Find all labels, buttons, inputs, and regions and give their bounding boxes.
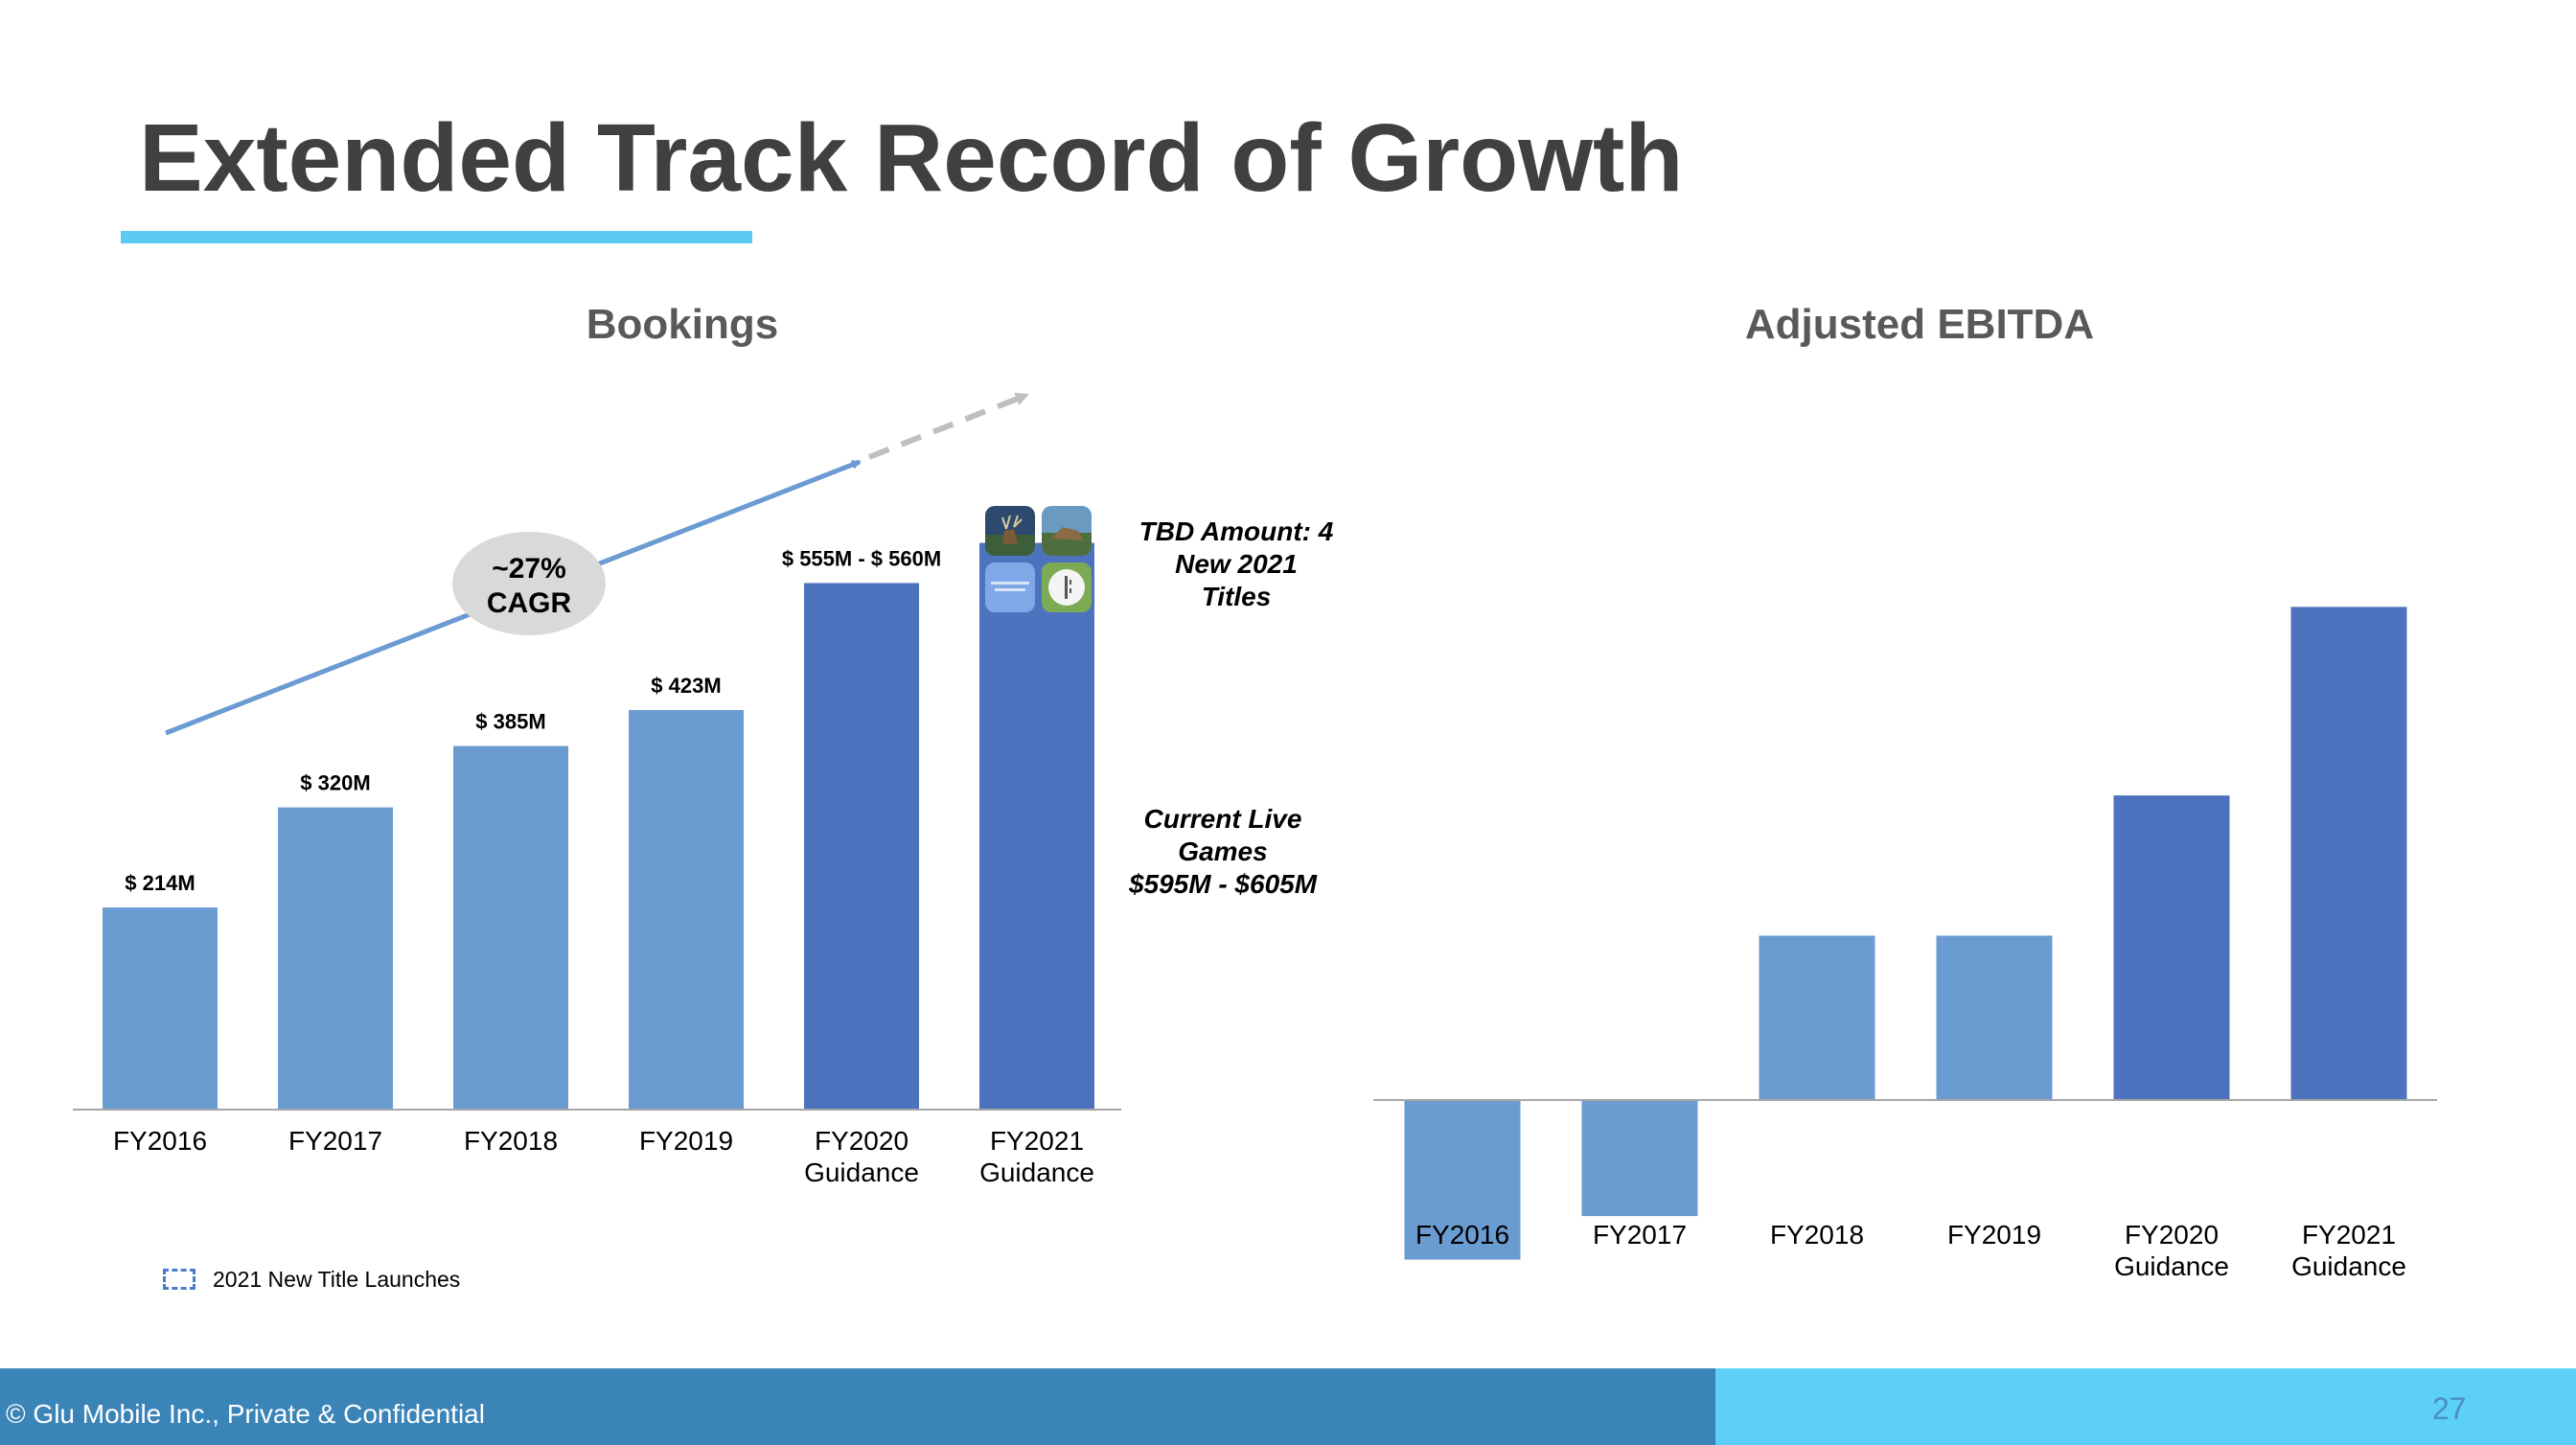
tick-label: FY2017	[288, 1126, 382, 1156]
bar	[1404, 1100, 1521, 1260]
bar	[1581, 1100, 1698, 1217]
tick-label: FY2020	[2125, 1220, 2219, 1250]
title-underline	[121, 231, 752, 243]
legend-label: 2021 New Title Launches	[213, 1267, 461, 1292]
tick-label: Guidance	[2114, 1251, 2229, 1281]
bar	[629, 710, 744, 1110]
bar	[1759, 935, 1875, 1100]
current-games-note: Current Live Games $595M - $605M	[1089, 803, 1357, 901]
bar	[2290, 607, 2407, 1100]
data-label: $ 423M	[651, 674, 721, 698]
page-number: 27	[2432, 1391, 2467, 1426]
tick-label: FY2016	[1415, 1220, 1509, 1250]
cagr-label: CAGR	[487, 587, 572, 619]
data-label: $ 555M - $ 560M	[782, 546, 941, 570]
tbd-note-line: TBD Amount: 4	[1138, 516, 1334, 546]
tick-label: Guidance	[979, 1158, 1094, 1187]
data-label: $ 214M	[125, 871, 195, 895]
tick-label: Guidance	[804, 1158, 919, 1187]
tick-label: FY2016	[113, 1126, 207, 1156]
tick-label: FY2021	[990, 1126, 1084, 1156]
footer-bar-left	[0, 1368, 1715, 1445]
data-label: $ 320M	[300, 771, 370, 795]
tick-label: FY2021	[2302, 1220, 2396, 1250]
bar	[979, 542, 1094, 1110]
tick-label: FY2018	[464, 1126, 558, 1156]
page-title: Extended Track Record of Growth	[139, 104, 1684, 212]
current-note-line: Current Live	[1143, 804, 1302, 834]
footer-copyright: © Glu Mobile Inc., Private & Confidentia…	[6, 1399, 485, 1429]
current-note-line: Games	[1178, 837, 1268, 866]
legend-dashed-swatch	[163, 1269, 196, 1290]
bar	[804, 583, 919, 1110]
deer-hunter-icon	[985, 506, 1035, 556]
chart-title: Adjusted EBITDA	[1745, 301, 2094, 348]
bar	[2113, 795, 2230, 1100]
projection-arrow	[867, 392, 1029, 460]
cagr-bubble: ~27% CAGR	[452, 532, 606, 635]
white-app-icon	[1042, 562, 1092, 612]
tick-label: FY2019	[639, 1126, 733, 1156]
tick-label: FY2019	[1947, 1220, 2041, 1250]
bar	[103, 907, 218, 1110]
tick-label: FY2018	[1770, 1220, 1864, 1250]
current-note-line: $595M - $605M	[1128, 869, 1318, 899]
cagr-value: ~27%	[492, 553, 566, 585]
tick-label: FY2020	[815, 1126, 908, 1156]
tick-label: FY2017	[1593, 1220, 1687, 1250]
footer-bar-right	[1715, 1368, 2576, 1445]
tbd-note-line: New 2021	[1175, 549, 1298, 579]
bar	[278, 807, 393, 1110]
data-label: $ 385M	[475, 710, 545, 734]
bar	[1936, 935, 2053, 1100]
covet-moments-icon	[985, 562, 1035, 612]
tbd-note-line: Titles	[1201, 582, 1272, 611]
hunting-landscape-icon	[1042, 506, 1092, 556]
bar	[453, 745, 568, 1110]
chart-title: Bookings	[586, 301, 778, 348]
charts-canvas: Bookings $ 214M FY2016 $ 320M FY2017 $ 385M FY…	[73, 301, 2437, 1281]
tbd-note: TBD Amount: 4 New 2021 Titles	[1102, 516, 1370, 613]
tick-label: Guidance	[2291, 1251, 2406, 1281]
